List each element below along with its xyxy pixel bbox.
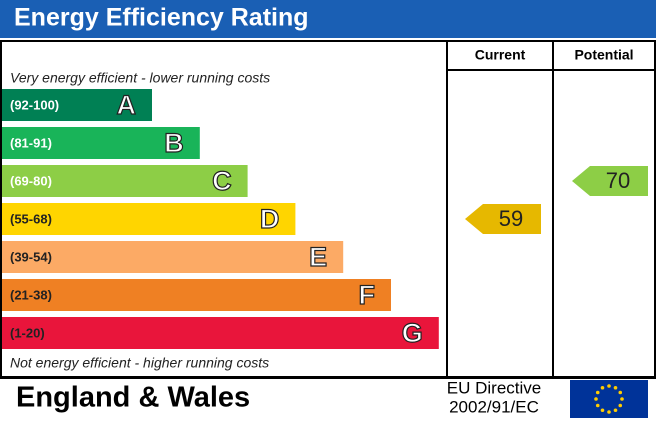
band-range: (69-80) — [10, 173, 52, 188]
band-letter: E — [309, 242, 327, 272]
header-bar — [0, 0, 656, 38]
eu-star — [607, 384, 611, 388]
eu-star — [613, 385, 618, 390]
rating-value: 70 — [606, 168, 630, 193]
band-letter: B — [164, 128, 184, 158]
band-bar — [2, 203, 296, 235]
column-current: Current — [475, 47, 526, 63]
rating-value: 59 — [499, 206, 523, 231]
band-letter: F — [359, 280, 376, 310]
band-range: (39-54) — [10, 249, 52, 264]
band-range: (1-20) — [10, 325, 45, 340]
eu-star — [600, 408, 605, 413]
band-range: (81-91) — [10, 135, 52, 150]
band-range: (92-100) — [10, 97, 59, 112]
band-bar — [2, 89, 152, 121]
rating-arrow — [465, 204, 541, 234]
band-range: (55-68) — [10, 211, 52, 226]
eu-star — [594, 397, 598, 401]
band-range: (21-38) — [10, 287, 52, 302]
band-letter: G — [402, 318, 423, 348]
eu-stars — [594, 384, 624, 414]
band-bar — [2, 165, 248, 197]
footer-region: England & Wales — [16, 382, 250, 414]
rating-arrow — [572, 166, 648, 196]
eu-star — [618, 390, 623, 395]
eu-star — [600, 385, 605, 390]
header-title: Energy Efficiency Rating — [14, 4, 309, 32]
band-letter: C — [212, 166, 232, 196]
band-bar — [2, 241, 344, 273]
band-letter: D — [260, 204, 280, 234]
eu-star — [595, 390, 600, 395]
column-potential: Potential — [574, 47, 633, 63]
band-bar — [2, 279, 391, 311]
eu-star — [595, 403, 600, 408]
band-letter: A — [117, 90, 137, 120]
footer-directive: EU Directive — [447, 378, 541, 397]
bottom-note: Not energy efficient - higher running co… — [10, 355, 269, 371]
eu-star — [618, 403, 623, 408]
top-note: Very energy efficient - lower running co… — [10, 70, 270, 86]
band-bar — [2, 317, 439, 349]
eu-star — [620, 397, 624, 401]
eu-star — [607, 410, 611, 414]
eu-star — [613, 408, 618, 413]
footer-directive: 2002/91/EC — [449, 397, 539, 416]
band-bar — [2, 127, 200, 159]
